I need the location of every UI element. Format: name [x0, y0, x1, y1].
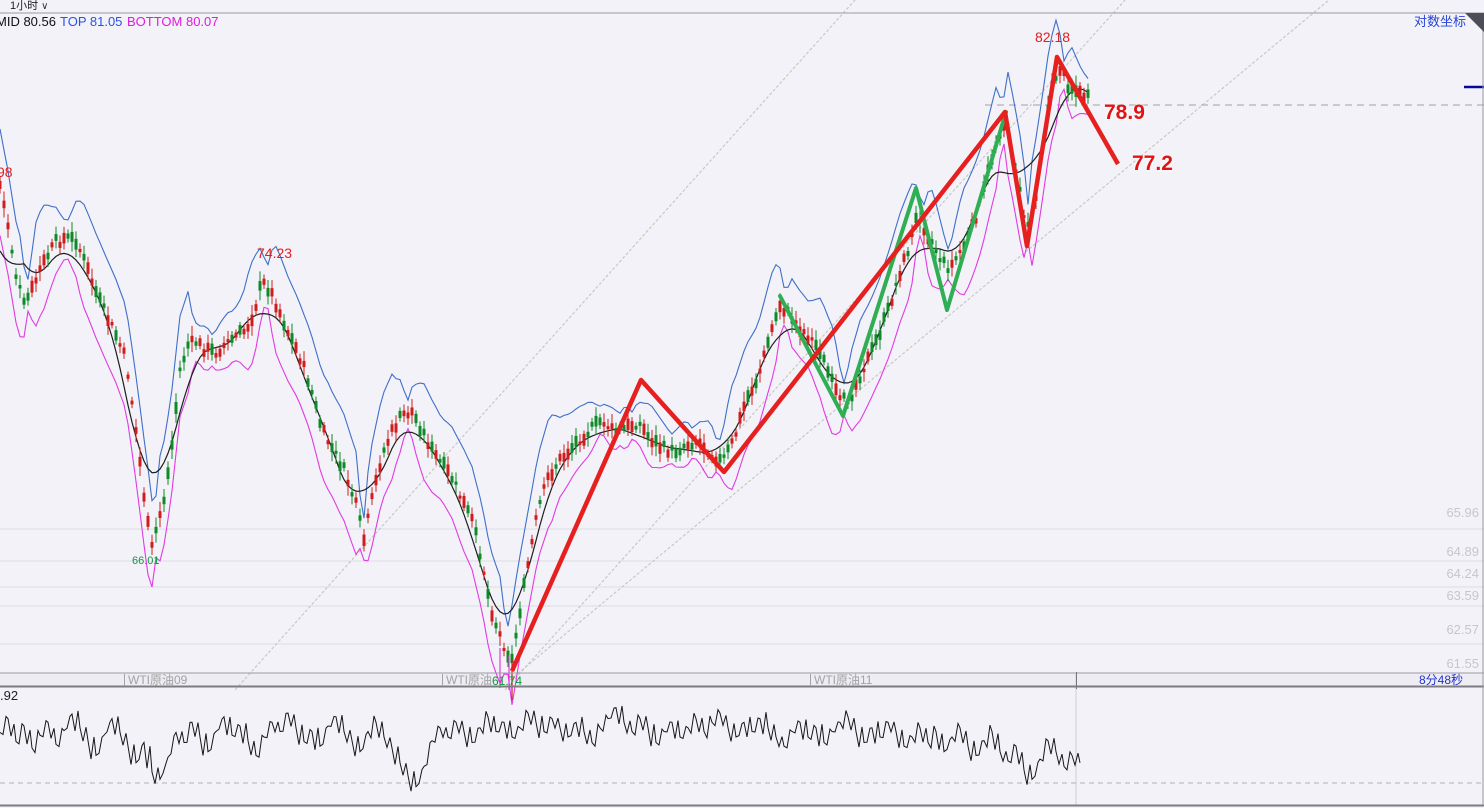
- y-axis-label: 62.57: [1446, 622, 1479, 637]
- annotation-target: 77.2: [1132, 152, 1173, 175]
- contract-label-11[interactable]: WTI原油11: [814, 673, 873, 687]
- bollinger-upper-line: [0, 18, 1089, 627]
- annotation-main-low: 61.74: [492, 674, 523, 688]
- bollinger-mid-value: MID 80.56: [0, 14, 56, 29]
- channel-lines: [234, 0, 1330, 691]
- axis-tick: [124, 674, 125, 686]
- bollinger-mid-line: [0, 88, 1089, 615]
- annotation-edge-high: 98: [0, 164, 13, 180]
- chevron-down-icon: ∨: [41, 1, 49, 12]
- candles: [0, 58, 1090, 672]
- green-trendline[interactable]: [778, 110, 1008, 418]
- axis-tick: [810, 674, 811, 686]
- oscillator-line: [0, 705, 1081, 792]
- y-axis-label: 64.24: [1446, 566, 1479, 581]
- y-axis-label: 64.89: [1446, 544, 1479, 559]
- axis-tick: [442, 674, 443, 686]
- session-tick: [1076, 672, 1077, 689]
- y-axis-label: 63.59: [1446, 588, 1479, 603]
- bollinger-bottom-value: BOTTOM 80.07: [127, 14, 219, 29]
- timeframe-label: 1小时: [10, 0, 39, 12]
- contract-label-09[interactable]: WTI原油09: [128, 673, 188, 687]
- contract-label-10[interactable]: WTI原油: [446, 673, 492, 687]
- corner-fold-icon[interactable]: [1465, 13, 1484, 32]
- y-axis-label: 61.55: [1446, 656, 1479, 671]
- annotation-level-1: 78.9: [1104, 101, 1145, 124]
- timeframe-dropdown[interactable]: 1小时 ∨: [10, 1, 48, 12]
- annotation-peak: 82.18: [1035, 29, 1071, 45]
- bar-countdown: 8分48秒: [1419, 673, 1464, 687]
- y-axis-label: 65.96: [1446, 505, 1479, 520]
- red-trendline[interactable]: [509, 54, 1120, 672]
- log-scale-toggle[interactable]: 对数坐标: [1413, 14, 1466, 29]
- annotation-left-high: 74.23: [257, 245, 293, 261]
- oscillator-value: .92: [0, 688, 19, 703]
- gridlines: [0, 528, 1484, 645]
- bollinger-top-value: TOP 81.05: [60, 14, 123, 29]
- annotation-left-low: 66.01: [132, 555, 160, 567]
- bollinger-lower-line: [0, 87, 1089, 705]
- x-axis-band: [0, 673, 1484, 686]
